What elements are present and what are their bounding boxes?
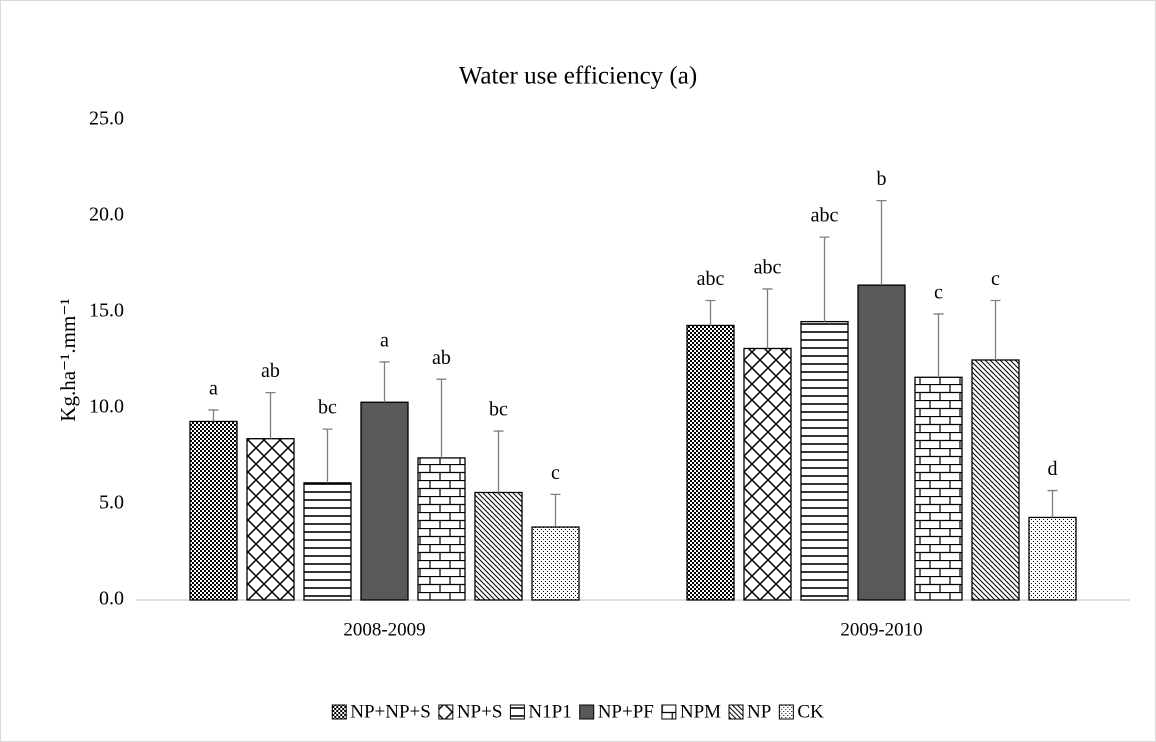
bar: [914, 376, 963, 601]
significance-letter: c: [991, 268, 1000, 290]
bar: [417, 457, 466, 601]
chart-title: Water use efficiency (a): [459, 63, 697, 90]
legend-swatch: [331, 704, 347, 720]
legend-swatch: [438, 704, 454, 720]
significance-letter: abc: [811, 205, 839, 227]
y-tick-label: 0.0: [99, 588, 124, 610]
legend-label: CK: [797, 701, 824, 722]
legend-label: NP+NP+S: [350, 701, 431, 722]
error-bar: [265, 391, 276, 439]
error-bar: [1047, 489, 1058, 518]
significance-letter: a: [380, 330, 389, 352]
error-bar: [550, 493, 561, 528]
significance-letter: abc: [754, 257, 782, 279]
bar: [360, 401, 409, 601]
significance-letter: bc: [318, 397, 337, 419]
significance-letter: abc: [697, 268, 725, 290]
error-bar: [493, 430, 504, 493]
x-tick-label: 2008-2009: [343, 619, 425, 640]
significance-letter: ab: [432, 347, 451, 369]
significance-letter: bc: [489, 399, 508, 421]
y-tick-label: 20.0: [89, 204, 124, 226]
error-bar: [208, 409, 219, 422]
error-bar: [379, 361, 390, 403]
legend-label: NP: [747, 701, 771, 722]
legend: NP+NP+S NP+S N1P1 NP+PF NPM NP CK: [331, 701, 824, 722]
error-bar: [762, 288, 773, 349]
bar: [189, 420, 238, 601]
significance-letter: d: [1048, 458, 1058, 480]
legend-swatch: [579, 704, 595, 720]
legend-swatch: [778, 704, 794, 720]
bar: [531, 526, 580, 601]
y-tick-label: 15.0: [89, 300, 124, 322]
bar: [474, 491, 523, 601]
bar: [1028, 516, 1077, 601]
bar: [857, 284, 906, 601]
error-bar: [705, 299, 716, 326]
significance-letter: c: [934, 282, 943, 304]
significance-letter: ab: [261, 360, 280, 382]
legend-swatch: [661, 704, 677, 720]
error-bar: [322, 428, 333, 483]
significance-letter: a: [209, 378, 218, 400]
legend-label: NPM: [680, 701, 721, 722]
legend-label: NP+PF: [598, 701, 654, 722]
significance-letter: b: [877, 168, 887, 190]
bar: [246, 438, 295, 601]
bar: [303, 482, 352, 601]
x-tick-label: 2009-2010: [840, 619, 922, 640]
legend-label: NP+S: [457, 701, 503, 722]
legend-swatch: [509, 704, 525, 720]
bar: [686, 324, 735, 601]
y-axis-label: Kg.ha⁻¹.mm⁻¹: [56, 298, 80, 421]
error-bar: [990, 299, 1001, 360]
bar: [800, 320, 849, 601]
y-tick-label: 5.0: [99, 492, 124, 514]
bar: [743, 347, 792, 601]
y-tick-label: 25.0: [89, 108, 124, 130]
error-bar: [819, 236, 830, 322]
legend-swatch: [728, 704, 744, 720]
bar: [971, 359, 1020, 601]
legend-label: N1P1: [528, 701, 571, 722]
y-tick-label: 10.0: [89, 396, 124, 418]
error-bar: [436, 378, 447, 458]
significance-letter: c: [551, 462, 560, 484]
error-bar: [933, 313, 944, 378]
error-bar: [876, 199, 887, 286]
